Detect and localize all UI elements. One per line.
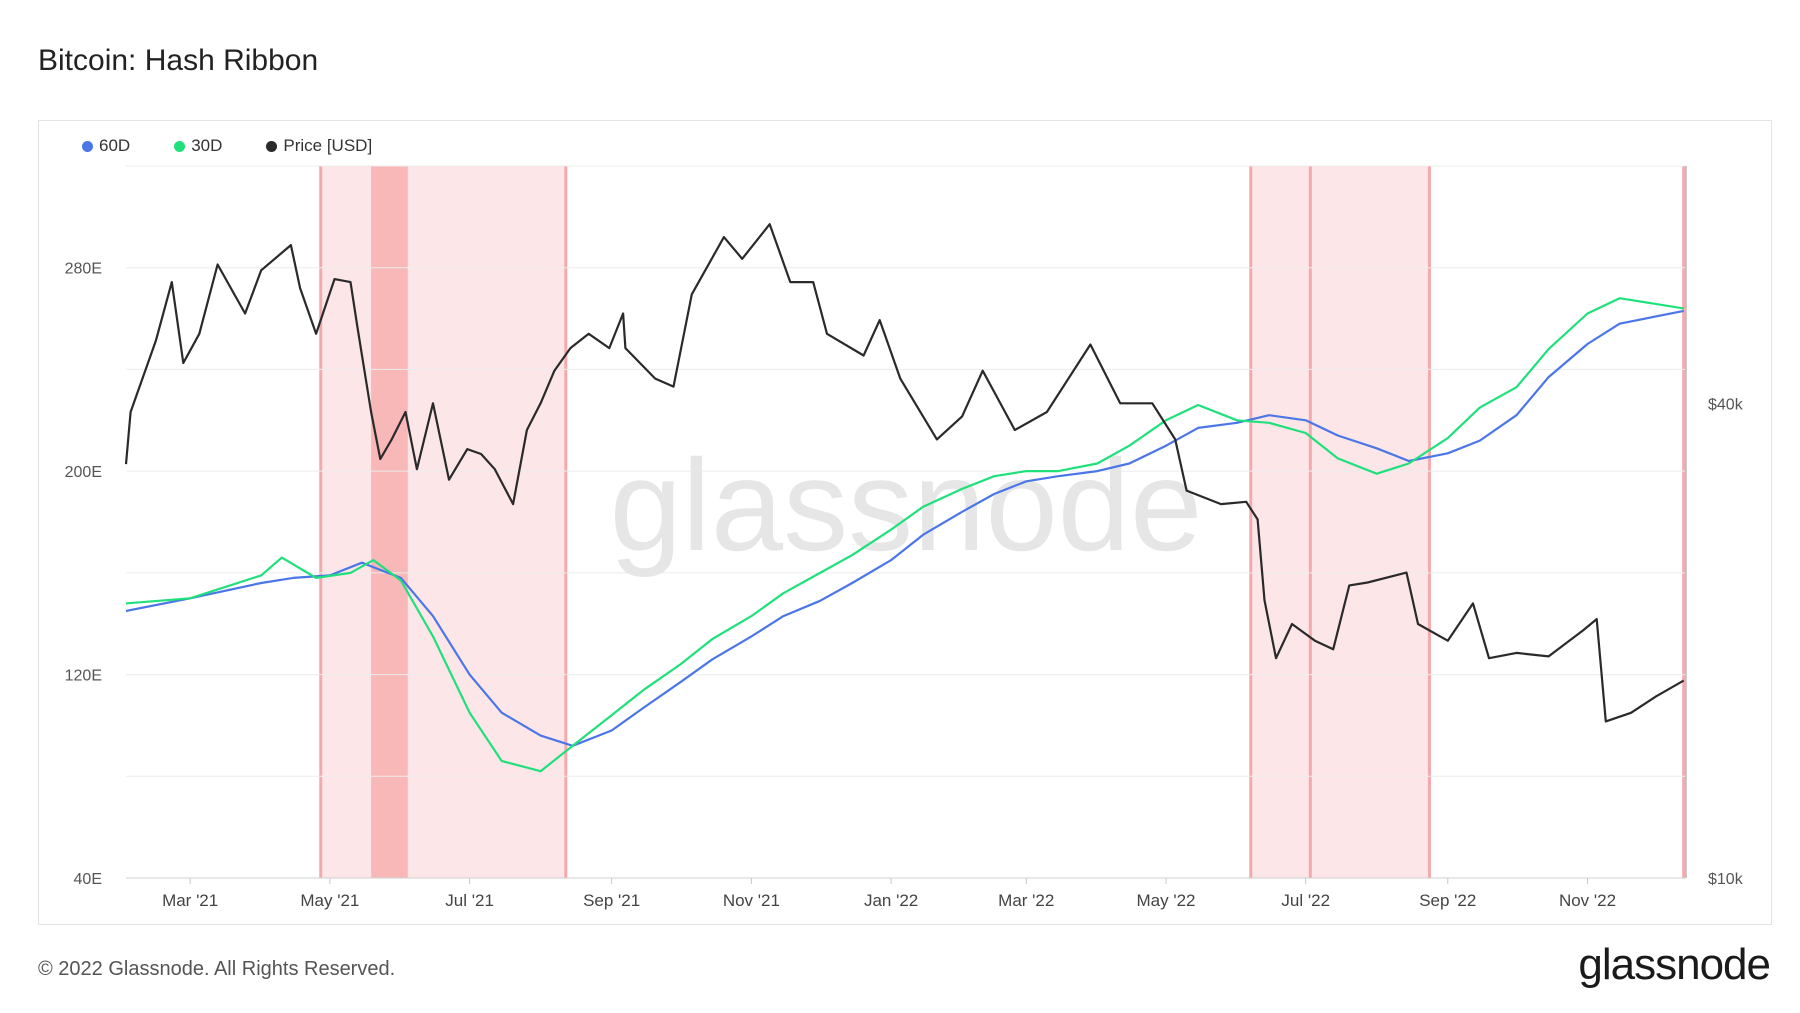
capitulation-band-2 bbox=[1250, 166, 1430, 878]
y-left-tick-label-0: 40E bbox=[74, 871, 102, 888]
series-30d-line bbox=[125, 297, 1684, 773]
y-left-tick-label-2: 200E bbox=[65, 464, 102, 481]
x-tick-label-2: Jul '21 bbox=[445, 891, 494, 910]
copyright-text: © 2022 Glassnode. All Rights Reserved. bbox=[38, 958, 396, 980]
y-right-tick-label-0: $10k bbox=[1708, 871, 1744, 888]
watermark: glassnode bbox=[610, 432, 1203, 578]
legend-label-price: Price [USD] bbox=[283, 136, 373, 155]
y-left-tick-label-1: 120E bbox=[65, 668, 102, 685]
legend: 60D 30D Price [USD] bbox=[82, 136, 372, 156]
x-tick-label-4: Nov '21 bbox=[723, 891, 780, 910]
y-left-tick-label-3: 280E bbox=[65, 261, 102, 278]
series-60d-line bbox=[125, 309, 1684, 747]
capitulation-band-1 bbox=[371, 166, 408, 878]
legend-dot-price bbox=[266, 140, 278, 152]
x-tick-label-1: May '21 bbox=[300, 891, 359, 910]
legend-item-price[interactable]: Price [USD] bbox=[266, 136, 372, 156]
legend-item-60d[interactable]: 60D bbox=[82, 136, 130, 156]
y-right-tick-label-1: $40k bbox=[1708, 396, 1744, 413]
x-tick-label-7: May '22 bbox=[1137, 891, 1196, 910]
x-tick-label-5: Jan '22 bbox=[864, 891, 918, 910]
x-tick-label-3: Sep '21 bbox=[583, 891, 640, 910]
series-price-line bbox=[124, 223, 1685, 723]
brand-logo: glassnode bbox=[1578, 940, 1771, 989]
legend-dot-30d bbox=[174, 140, 186, 152]
capitulation-band-0 bbox=[320, 166, 566, 878]
x-tick-label-8: Jul '22 bbox=[1281, 891, 1330, 910]
legend-item-30d[interactable]: 30D bbox=[174, 136, 222, 156]
x-tick-label-0: Mar '21 bbox=[162, 891, 218, 910]
legend-label-30d: 30D bbox=[191, 136, 223, 155]
page-title: Bitcoin: Hash Ribbon bbox=[38, 44, 319, 77]
legend-dot-60d bbox=[82, 140, 93, 152]
legend-label-60d: 60D bbox=[99, 136, 131, 155]
x-tick-label-9: Sep '22 bbox=[1419, 891, 1476, 910]
x-tick-label-10: Nov '22 bbox=[1559, 891, 1616, 910]
x-tick-label-6: Mar '22 bbox=[998, 891, 1054, 910]
